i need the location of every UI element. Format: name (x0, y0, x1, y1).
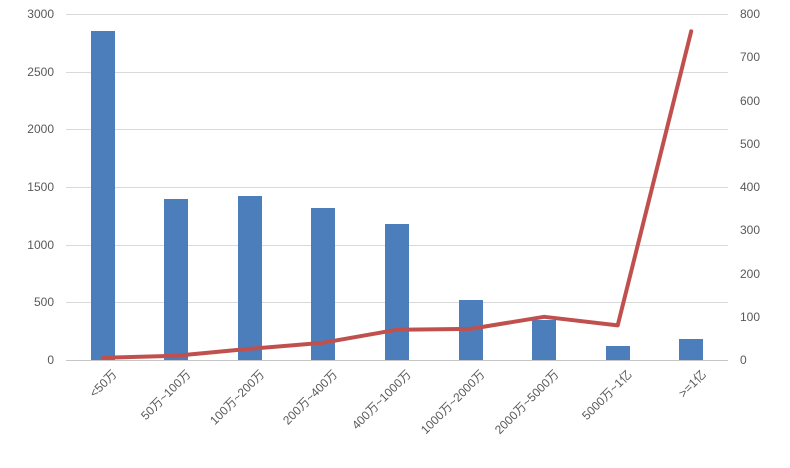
bar-2000万~5000万 (532, 319, 557, 360)
right-axis-tick: 800 (740, 7, 761, 21)
x-axis-label: >=1亿 (675, 367, 709, 401)
x-axis-label: 50万~100万 (138, 367, 194, 423)
x-axis-label: 400万~1000万 (349, 367, 415, 433)
right-axis-tick: 400 (740, 180, 761, 194)
left-axis-tick: 0 (47, 353, 54, 367)
bar-<50万 (90, 31, 115, 360)
bar-50万~100万 (164, 198, 189, 360)
bar-200万~400万 (311, 207, 336, 360)
line-path (100, 29, 694, 360)
gridline (66, 129, 728, 131)
x-axis-label: 1000万~2000万 (418, 367, 488, 437)
left-axis-tick: 3000 (27, 7, 54, 21)
gridline (66, 71, 728, 73)
plot-area (66, 14, 728, 361)
left-axis-tick: 2000 (27, 122, 54, 137)
right-axis-tick: 200 (740, 266, 761, 281)
right-axis-tick: 0 (740, 353, 747, 367)
bar-5000万~1亿 (605, 346, 630, 360)
x-axis-label: 2000万~5000万 (491, 367, 562, 437)
x-axis-label: 100万~200万 (206, 367, 268, 428)
left-axis-tick: 500 (33, 295, 54, 310)
x-axis-label: <50万 (87, 367, 120, 401)
x-axis-line (66, 360, 728, 361)
gridline (66, 187, 728, 188)
x-axis-label: 200万~400万 (280, 367, 341, 428)
bar-100万~200万 (237, 196, 262, 360)
right-axis-tick: 700 (740, 50, 761, 65)
left-axis-tick: 1500 (27, 180, 54, 194)
right-axis-tick: 300 (740, 223, 761, 238)
bar-400万~1000万 (385, 223, 409, 360)
line-series (100, 29, 694, 360)
left-axis-tick: 1000 (27, 237, 54, 252)
bar->=1亿 (679, 339, 704, 360)
right-axis-tick: 600 (740, 93, 761, 108)
x-axis-label: 5000万~1亿 (579, 367, 635, 423)
right-axis-tick: 100 (740, 309, 761, 324)
left-axis-tick: 2500 (27, 64, 54, 79)
gridline (66, 14, 728, 15)
right-axis-tick: 500 (740, 136, 761, 151)
